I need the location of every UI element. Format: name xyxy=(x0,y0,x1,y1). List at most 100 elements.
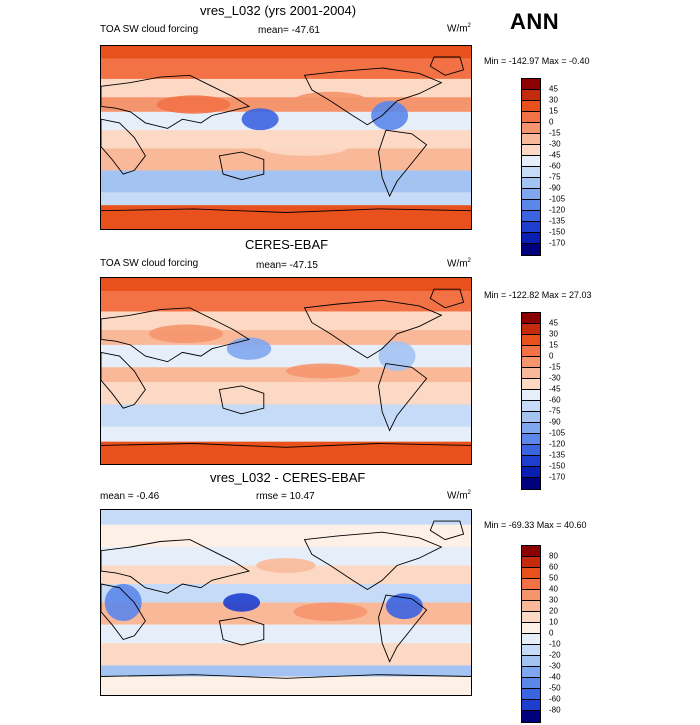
colorbar-tick-label: 30 xyxy=(549,329,558,339)
panel-diff-mean-label: mean = -0.46 xyxy=(100,491,160,502)
colorbar-cell xyxy=(522,145,540,156)
panel-title-diff: vres_L032 - CERES-EBAF xyxy=(210,470,366,485)
colorbar-cell xyxy=(522,645,540,656)
colorbar-cell xyxy=(522,79,540,90)
colorbar-cell xyxy=(522,379,540,390)
colorbar-tick-label: -150 xyxy=(549,227,566,237)
colorbar-cell xyxy=(522,557,540,568)
colorbar-cell xyxy=(522,412,540,423)
colorbar-tick-label: 0 xyxy=(549,117,554,127)
colorbar-tick-label: 45 xyxy=(549,84,558,94)
colorbar-cell xyxy=(522,390,540,401)
colorbar-tick-label: -60 xyxy=(549,395,561,405)
colorbar-tick-label: -90 xyxy=(549,183,561,193)
colorbar-tick-label: -80 xyxy=(549,705,561,715)
colorbar-tick-label: 60 xyxy=(549,562,558,572)
colorbar-tick-label: -105 xyxy=(549,428,566,438)
colorbar-tick-label: -60 xyxy=(549,161,561,171)
colorbar-tick-label: -30 xyxy=(549,661,561,671)
colorbar-tick-label: 50 xyxy=(549,573,558,583)
colorbar-cell xyxy=(522,667,540,678)
colorbar-cell xyxy=(522,467,540,478)
colorbar-tick-label: -30 xyxy=(549,373,561,383)
colorbar-tick-label: -120 xyxy=(549,205,566,215)
colorbar-ticks-obs: 45 30 15 0 -15 -30 -45 -60 -75 -90 -105 -120 -135 -15… xyxy=(521,312,581,492)
colorbar-tick-label: 30 xyxy=(549,595,558,605)
colorbar-cell xyxy=(522,123,540,134)
colorbar-obs xyxy=(521,312,541,490)
panel-mean-label: mean= -47.15 xyxy=(256,260,318,271)
colorbar-tick-label: -90 xyxy=(549,417,561,427)
colorbar-tick-label: 0 xyxy=(549,628,554,638)
season-label: ANN xyxy=(510,9,560,34)
colorbar-cell xyxy=(522,346,540,357)
colorbar-cell xyxy=(522,678,540,689)
colorbar-cell xyxy=(522,456,540,467)
colorbar-tick-label: -170 xyxy=(549,238,566,248)
colorbar-tick-label: -120 xyxy=(549,439,566,449)
colorbar-cell xyxy=(522,423,540,434)
colorbar-tick-label: -105 xyxy=(549,194,566,204)
colorbar-cell xyxy=(522,401,540,412)
colorbar-tick-label: 30 xyxy=(549,95,558,105)
panel-units-label: W/m2 xyxy=(447,258,471,270)
colorbar-tick-label: -75 xyxy=(549,172,561,182)
colorbar-cell xyxy=(522,189,540,200)
colorbar-cell xyxy=(522,222,540,233)
colorbar-tick-label: -15 xyxy=(549,362,561,372)
colorbar-tick-label: -40 xyxy=(549,672,561,682)
panel-units-label: W/m2 xyxy=(447,490,471,502)
colorbar-tick-label: -135 xyxy=(549,450,566,460)
panel-units-label: W/m2 xyxy=(447,23,471,35)
colorbar-cell xyxy=(522,156,540,167)
colorbar-cell xyxy=(522,244,540,255)
colorbar-cell xyxy=(522,445,540,456)
colorbar-tick-label: 0 xyxy=(549,351,554,361)
colorbar-cell xyxy=(522,656,540,667)
colorbar-cell xyxy=(522,434,540,445)
panel-title-model: vres_L032 (yrs 2001-2004) xyxy=(200,3,357,18)
map-model xyxy=(100,45,472,230)
colorbar-cell xyxy=(522,368,540,379)
panel-minmax: Min = -69.33 Max = 40.60 xyxy=(484,520,587,530)
colorbar-tick-label: -50 xyxy=(549,683,561,693)
map-diff xyxy=(100,509,472,696)
colorbar-tick-label: 80 xyxy=(549,551,558,561)
colorbar-tick-label: -135 xyxy=(549,216,566,226)
colorbar-cell xyxy=(522,478,540,489)
colorbar-cell xyxy=(522,101,540,112)
colorbar-cell xyxy=(522,167,540,178)
colorbar-cell xyxy=(522,178,540,189)
colorbar-cell xyxy=(522,590,540,601)
colorbar-tick-label: 10 xyxy=(549,617,558,627)
colorbar-cell xyxy=(522,90,540,101)
colorbar-tick-label: -45 xyxy=(549,384,561,394)
panel-minmax: Min = -142.97 Max = -0.40 xyxy=(484,56,590,66)
colorbar-cell xyxy=(522,200,540,211)
panel-title-obs: CERES-EBAF xyxy=(245,237,329,252)
colorbar-cell xyxy=(522,546,540,557)
panel-mean-label: mean= -47.61 xyxy=(258,25,320,36)
colorbar-tick-label: 45 xyxy=(549,318,558,328)
colorbar-tick-label: 15 xyxy=(549,340,558,350)
panel-minmax: Min = -122.82 Max = 27.03 xyxy=(484,290,592,300)
colorbar-tick-label: -20 xyxy=(549,650,561,660)
colorbar-tick-label: 20 xyxy=(549,606,558,616)
colorbar-tick-label: -60 xyxy=(549,694,561,704)
colorbar-cell xyxy=(522,634,540,645)
colorbar-tick-label: -170 xyxy=(549,472,566,482)
colorbar-cell xyxy=(522,324,540,335)
colorbar-cell xyxy=(522,335,540,346)
colorbar-tick-label: 15 xyxy=(549,106,558,116)
map-obs xyxy=(100,277,472,465)
colorbar-tick-label: -15 xyxy=(549,128,561,138)
colorbar-cell xyxy=(522,211,540,222)
colorbar-cell xyxy=(522,623,540,634)
colorbar-tick-label: 40 xyxy=(549,584,558,594)
panel-variable-label: TOA SW cloud forcing xyxy=(100,24,199,35)
colorbar-ticks-diff: 80 60 50 40 30 20 10 0 -10 -20 -30 -40 -50 -60 -80 xyxy=(521,545,581,725)
colorbar-tick-label: -150 xyxy=(549,461,566,471)
colorbar-cell xyxy=(522,357,540,368)
colorbar-tick-label: -30 xyxy=(549,139,561,149)
colorbar-cell xyxy=(522,112,540,123)
